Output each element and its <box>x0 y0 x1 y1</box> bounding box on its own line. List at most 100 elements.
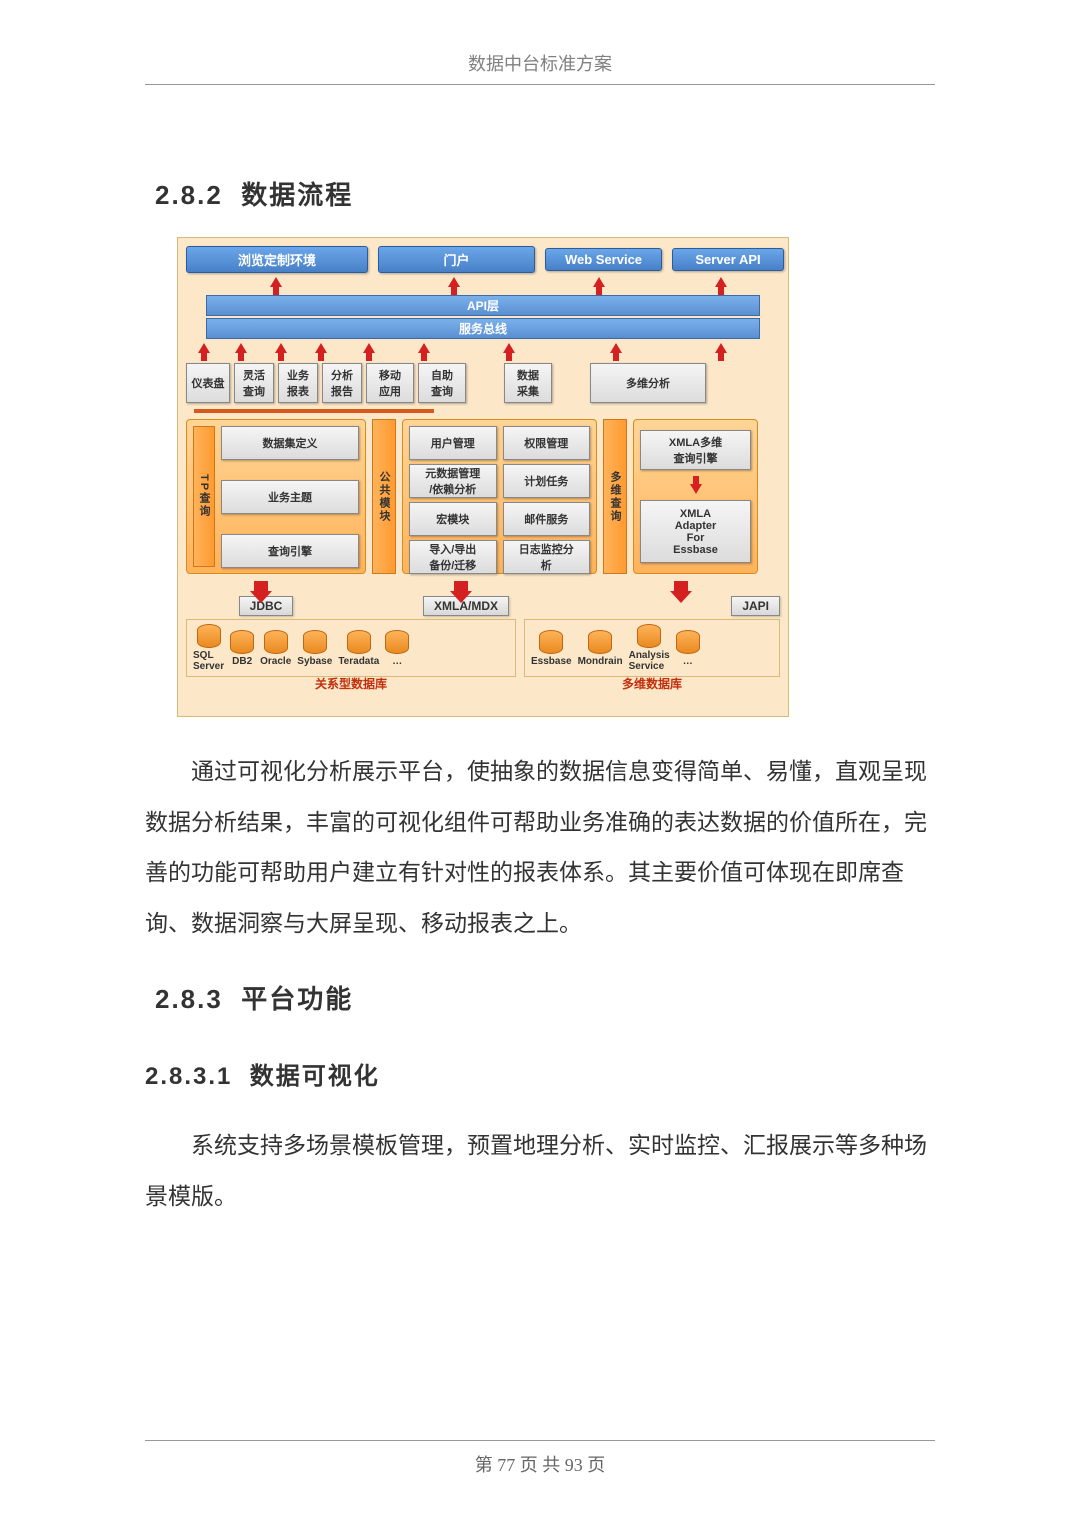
top-row: 浏览定制环境 门户 Web Service Server API <box>186 246 780 273</box>
cylinder-icon <box>676 630 700 654</box>
cylinder-icon <box>197 624 221 648</box>
db-mondrain: Mondrain <box>578 630 623 667</box>
cylinder-icon <box>303 630 327 654</box>
paragraph-2: 系统支持多场景模板管理，预置地理分析、实时监控、汇报展示等多种场景模版。 <box>145 1121 935 1222</box>
up-arrow-icon <box>418 343 430 361</box>
caption-relational-db: 关系型数据库 <box>186 675 516 692</box>
db-right-section: Essbase Mondrain Analysis Service … <box>524 619 780 677</box>
heading-283: 2.8.3 平台功能 <box>155 979 935 1016</box>
down-arrow-icon <box>690 476 702 494</box>
connector-bar <box>194 409 434 413</box>
box-serverapi: Server API <box>672 248 784 271</box>
db-label: … <box>392 656 402 667</box>
big-arrow-row <box>186 575 780 597</box>
box-user-mgmt: 用户管理 <box>409 426 497 460</box>
up-arrow-icon <box>503 343 515 361</box>
db-left-section: SQL Server DB2 Oracle Sybase Teradata … <box>186 619 516 677</box>
box-import-export: 导入/导出 备份/迁移 <box>409 540 497 574</box>
vbar-common-module: 公共模块 <box>372 419 396 574</box>
panel-right: XMLA多维 查询引擎 XMLA Adapter For Essbase <box>633 419 758 574</box>
page-footer: 第 77 页 共 93 页 <box>145 1440 935 1477</box>
middle-panels: TP查询 数据集定义 业务主题 查询引擎 公共模块 用户管理 元数据管理 /依赖… <box>186 419 780 574</box>
box-log-monitor: 日志监控分 析 <box>503 540 591 574</box>
up-arrow-icon <box>270 277 282 295</box>
db-label: Sybase <box>297 656 332 667</box>
heading-2831: 2.8.3.1 数据可视化 <box>145 1056 935 1091</box>
box-biz-report: 业务 报表 <box>278 363 318 403</box>
paragraph-1: 通过可视化分析展示平台，使抽象的数据信息变得简单、易懂，直观呈现数据分析结果，丰… <box>145 747 935 949</box>
up-arrow-icon <box>235 343 247 361</box>
cylinder-icon <box>230 630 254 654</box>
db-label: SQL Server <box>193 650 224 672</box>
up-arrow-icon <box>363 343 375 361</box>
arrow-row-2 <box>186 343 780 361</box>
up-arrow-icon <box>448 277 460 295</box>
box-xmla-adapter: XMLA Adapter For Essbase <box>640 500 751 563</box>
apps-row: 仪表盘 灵活 查询 业务 报表 分析 报告 移动 应用 自助 查询 数据 采集 … <box>186 363 780 403</box>
up-arrow-icon <box>275 343 287 361</box>
big-down-arrow-icon <box>674 581 688 591</box>
heading-282: 2.8.2 数据流程 <box>155 175 935 212</box>
db-label: Teradata <box>338 656 379 667</box>
db-label: Oracle <box>260 656 291 667</box>
box-browse-env: 浏览定制环境 <box>186 246 368 273</box>
architecture-diagram: 浏览定制环境 门户 Web Service Server API API层 服务… <box>177 237 789 717</box>
page: 数据中台标准方案 2.8.2 数据流程 浏览定制环境 门户 Web Servic… <box>0 0 1080 1527</box>
box-macro: 宏模块 <box>409 502 497 536</box>
cylinder-icon <box>539 630 563 654</box>
heading-282-num: 2.8.2 <box>155 180 223 210</box>
box-query-engine: 查询引擎 <box>221 534 359 568</box>
cylinder-icon <box>637 624 661 648</box>
box-webservice: Web Service <box>545 248 662 271</box>
box-dataset-def: 数据集定义 <box>221 426 359 460</box>
db-label: … <box>683 656 693 667</box>
db-label: DB2 <box>232 656 252 667</box>
db-essbase: Essbase <box>531 630 572 667</box>
box-schedule: 计划任务 <box>503 464 591 498</box>
cylinder-icon <box>347 630 371 654</box>
up-arrow-icon <box>610 343 622 361</box>
box-analysis-report: 分析 报告 <box>322 363 362 403</box>
box-portal: 门户 <box>378 246 535 273</box>
db-sqlserver: SQL Server <box>193 624 224 672</box>
db-label: Analysis Service <box>629 650 670 672</box>
up-arrow-icon <box>315 343 327 361</box>
up-arrow-icon <box>198 343 210 361</box>
cylinder-icon <box>264 630 288 654</box>
heading-283-title: 平台功能 <box>241 984 353 1014</box>
box-metadata: 元数据管理 /依赖分析 <box>409 464 497 498</box>
cylinder-icon <box>385 630 409 654</box>
cylinder-icon <box>588 630 612 654</box>
up-arrow-icon <box>593 277 605 295</box>
box-perm-mgmt: 权限管理 <box>503 426 591 460</box>
bar-api-layer: API层 <box>206 295 760 316</box>
doc-header: 数据中台标准方案 <box>145 50 935 85</box>
box-self-query: 自助 查询 <box>418 363 466 403</box>
db-teradata: Teradata <box>338 630 379 667</box>
box-dashboard: 仪表盘 <box>186 363 230 403</box>
arrow-row-1 <box>186 277 780 295</box>
box-mail: 邮件服务 <box>503 502 591 536</box>
box-flex-query: 灵活 查询 <box>234 363 274 403</box>
up-arrow-icon <box>715 277 727 295</box>
bar-service-bus: 服务总线 <box>206 318 760 339</box>
heading-282-title: 数据流程 <box>241 180 353 210</box>
big-down-arrow-icon <box>254 581 268 591</box>
box-multi-analysis: 多维分析 <box>590 363 706 403</box>
big-down-arrow-icon <box>454 581 468 591</box>
panel-mid: 用户管理 元数据管理 /依赖分析 宏模块 导入/导出 备份/迁移 权限管理 计划… <box>402 419 597 574</box>
up-arrow-icon <box>715 343 727 361</box>
heading-2831-num: 2.8.3.1 <box>145 1063 232 1090</box>
heading-283-num: 2.8.3 <box>155 984 223 1014</box>
db-db2: DB2 <box>230 630 254 667</box>
db-label: Mondrain <box>578 656 623 667</box>
heading-2831-title: 数据可视化 <box>250 1063 380 1090</box>
box-mobile-app: 移动 应用 <box>366 363 414 403</box>
db-analysis-svc: Analysis Service <box>629 624 670 672</box>
db-more: … <box>676 630 700 667</box>
box-biz-subject: 业务主题 <box>221 480 359 514</box>
db-label: Essbase <box>531 656 572 667</box>
db-oracle: Oracle <box>260 630 291 667</box>
vbar-tp-query: TP查询 <box>193 426 215 567</box>
panel-left: TP查询 数据集定义 业务主题 查询引擎 <box>186 419 366 574</box>
